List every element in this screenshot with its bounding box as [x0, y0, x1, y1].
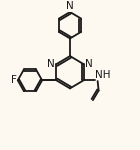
Text: F: F — [11, 75, 17, 85]
Text: N: N — [47, 59, 55, 69]
Text: N: N — [66, 1, 74, 11]
Text: N: N — [85, 59, 93, 69]
Text: NH: NH — [95, 70, 111, 80]
